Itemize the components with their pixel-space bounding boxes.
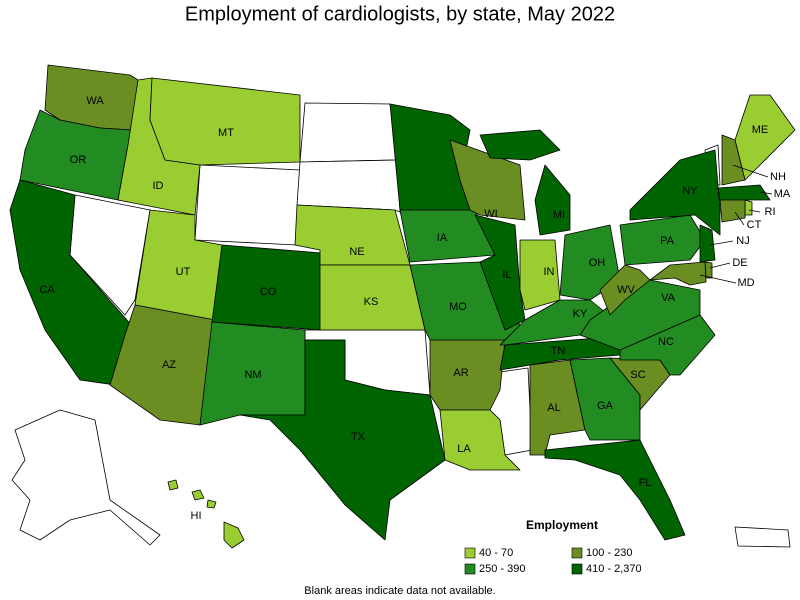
- state-label: KS: [364, 296, 379, 308]
- state-label: IL: [502, 269, 511, 281]
- legend-label: 250 - 390: [479, 563, 525, 575]
- state-label: AR: [453, 367, 468, 379]
- state-shape: [719, 199, 746, 223]
- state-shape: [449, 139, 526, 221]
- state-label: NH: [770, 171, 786, 183]
- legend-swatch: [464, 547, 476, 559]
- state-shape: [474, 214, 526, 331]
- state-shape: [629, 149, 721, 236]
- state-label: TX: [351, 431, 366, 443]
- state-label: MI: [553, 209, 565, 221]
- state-label: NJ: [736, 235, 749, 247]
- state-shape: [194, 164, 301, 246]
- legend-swatch: [571, 547, 583, 559]
- state-shape: [544, 439, 686, 541]
- legend-swatch: [571, 563, 583, 575]
- state-label: WV: [617, 284, 635, 296]
- state-label: IA: [437, 232, 448, 244]
- state-label: AZ: [162, 359, 176, 371]
- no-data-states: [11, 102, 791, 548]
- state-label: RI: [765, 206, 776, 218]
- state-label: NY: [682, 185, 698, 197]
- state-label: OH: [589, 257, 606, 269]
- legend-swatch: [464, 563, 476, 575]
- note: Blank areas indicate data not available.: [304, 585, 495, 597]
- state-label: CA: [39, 284, 55, 296]
- state-label: PA: [660, 235, 675, 247]
- state-label: WI: [484, 208, 497, 220]
- leader-line: [759, 191, 773, 195]
- state-shape: [619, 314, 716, 376]
- state-label: CO: [260, 286, 277, 298]
- state-shape: [299, 102, 398, 163]
- state-shape: [499, 299, 616, 346]
- state-label: ID: [153, 180, 164, 192]
- map-title: Employment of cardiologists, by state, M…: [185, 3, 615, 25]
- legend-title: Employment: [526, 518, 598, 532]
- leader-line: [699, 274, 737, 284]
- state-label: WA: [86, 95, 104, 107]
- state-shape: [534, 164, 571, 236]
- state-label: TN: [551, 345, 566, 357]
- state-label: ME: [752, 124, 769, 136]
- state-shape: [149, 77, 301, 166]
- state-shape: [296, 159, 401, 213]
- state-shape: [223, 521, 245, 549]
- state-shape: [717, 184, 771, 201]
- state-label: LA: [457, 443, 471, 455]
- state-shape: [721, 134, 746, 186]
- state-label: VA: [661, 292, 676, 304]
- leader-line: [709, 262, 731, 269]
- state-label: FL: [639, 477, 652, 489]
- state-shape: [167, 479, 179, 491]
- state-label: OR: [70, 154, 87, 166]
- legend-label: 100 - 230: [586, 547, 632, 559]
- state-shape: [206, 499, 217, 509]
- state-label: IN: [544, 266, 555, 278]
- state-label: MA: [774, 188, 791, 200]
- leader-line: [709, 240, 734, 246]
- state-shape: [439, 409, 521, 471]
- state-label: MO: [449, 301, 467, 313]
- state-label: NE: [349, 246, 364, 258]
- state-shape: [239, 339, 446, 541]
- leader-line: [732, 164, 769, 178]
- state-label: NM: [244, 369, 261, 381]
- state-shape: [479, 129, 561, 161]
- state-label: UT: [176, 266, 191, 278]
- state-label: NC: [658, 336, 674, 348]
- state-label: SC: [630, 369, 645, 381]
- state-shape: [734, 526, 791, 548]
- state-label: MD: [737, 277, 754, 289]
- state-shape: [744, 199, 753, 216]
- state-shape: [734, 94, 796, 181]
- state-shape: [649, 261, 707, 286]
- state-label: DE: [732, 257, 747, 269]
- state-label: GA: [597, 400, 614, 412]
- state-shape: [519, 239, 561, 311]
- state-shape: [11, 409, 161, 546]
- legend-label: 40 - 70: [479, 547, 513, 559]
- state-label: MT: [218, 127, 234, 139]
- state-label: KY: [573, 308, 588, 320]
- state-label: CT: [747, 219, 762, 231]
- state-label: AL: [547, 402, 560, 414]
- state-label: HI: [191, 510, 202, 522]
- state-shape: [9, 179, 141, 386]
- leader-line: [748, 209, 761, 213]
- legend-label: 410 - 2,370: [586, 563, 642, 575]
- leader-line: [734, 211, 745, 226]
- state-shape: [191, 489, 205, 501]
- state-shape: [699, 224, 716, 263]
